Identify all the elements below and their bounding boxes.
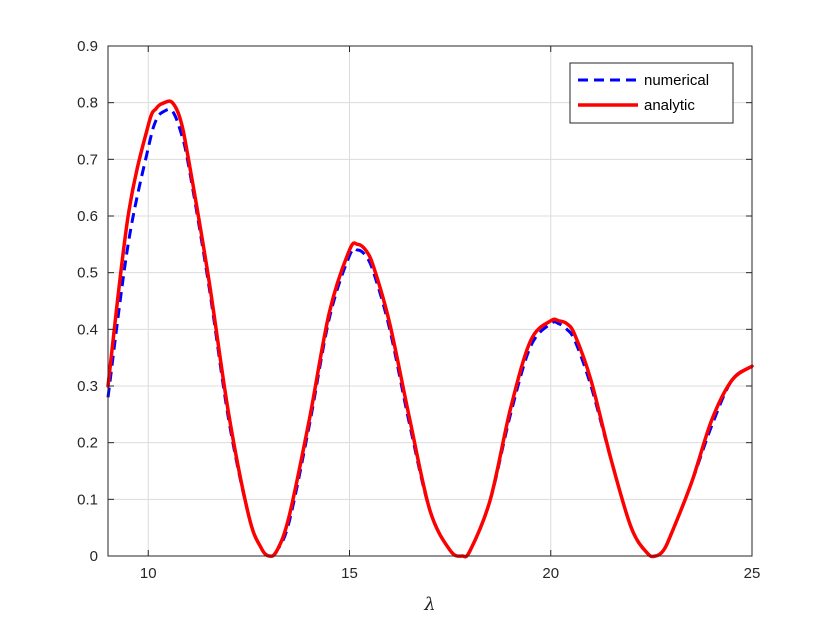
legend: numerical analytic (569, 62, 734, 124)
legend-box (569, 62, 734, 124)
x-tick-label: 10 (140, 565, 157, 582)
x-tick-label: 20 (542, 565, 559, 582)
y-tick-label: 0 (90, 548, 98, 565)
legend-label-numerical: numerical (644, 72, 709, 89)
y-tick-label: 0.2 (77, 435, 98, 452)
axis-ticks: 10 15 20 25 0 0.1 0.2 0.3 0.4 0.5 0.6 0.7 0.8 0.9 (77, 38, 760, 582)
y-tick-label: 0.7 (77, 151, 98, 168)
plot-frame (107, 45, 753, 557)
y-tick-label: 0.8 (77, 95, 98, 112)
y-tick-label: 0.9 (77, 38, 98, 55)
y-tick-label: 0.6 (77, 208, 98, 225)
x-tick-label: 15 (341, 565, 358, 582)
legend-label-analytic: analytic (644, 97, 695, 114)
series-line-analytic (106, 99, 754, 559)
y-tick-label: 0.3 (77, 378, 98, 395)
y-tick-label: 0.4 (77, 321, 98, 338)
x-axis-label: λ (423, 594, 435, 615)
plot-background (108, 46, 752, 556)
y-tick-label: 0.1 (77, 491, 98, 508)
x-tick-label: 25 (744, 565, 761, 582)
series-layer (106, 99, 754, 559)
y-tick-label: 0.5 (77, 265, 98, 282)
